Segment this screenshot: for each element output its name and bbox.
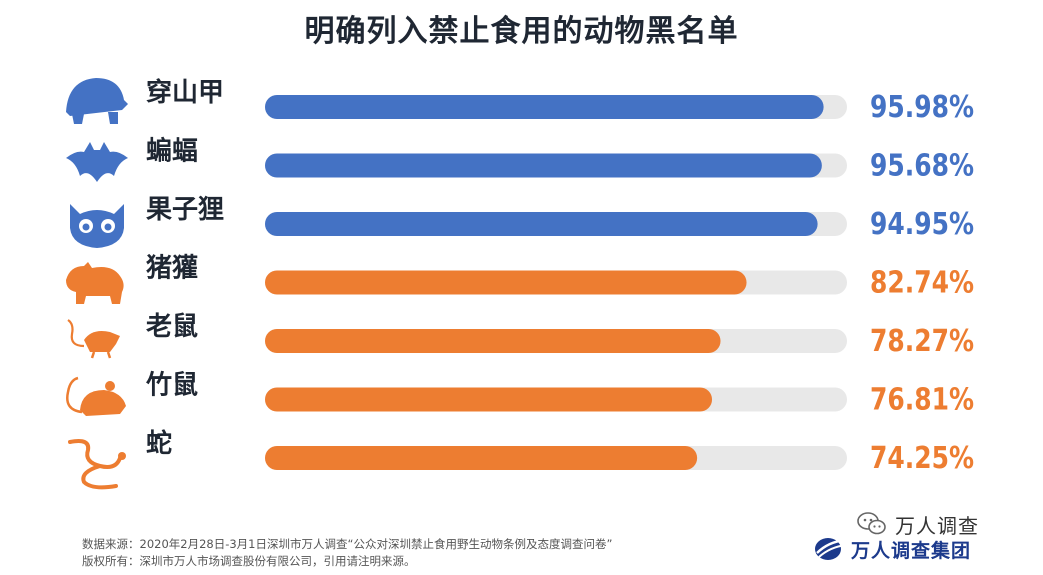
category-label: 竹鼠 <box>145 371 198 401</box>
bar <box>265 270 747 295</box>
wechat-account-name: 万人调查 <box>895 513 979 538</box>
logo-text: 万人调查集团 <box>851 539 972 562</box>
badger-icon <box>66 262 124 304</box>
civet-icon <box>70 204 124 248</box>
value-label: 95.68% <box>870 149 974 184</box>
bat-icon <box>66 142 128 182</box>
bar <box>265 212 818 236</box>
value-label: 74.25% <box>870 441 974 476</box>
brand-logo: 万人调查集团 <box>813 536 971 562</box>
value-label: 82.74% <box>870 266 974 301</box>
value-label: 95.98% <box>870 90 974 125</box>
category-label: 蛇 <box>146 428 172 459</box>
value-label: 78.27% <box>870 324 974 359</box>
bar <box>265 95 824 119</box>
category-label: 果子狸 <box>146 195 224 225</box>
logo-mark-icon <box>815 538 847 560</box>
wechat-icon <box>857 512 886 535</box>
bamboo-rat-icon <box>66 376 126 416</box>
value-label: 76.81% <box>870 383 974 418</box>
copyright-text: 版权所有：深圳市万人市场调查股份有限公司，引用请注明来源。 <box>82 554 416 568</box>
category-label: 老鼠 <box>146 312 198 342</box>
chart-title: 明确列入禁止食用的动物黑名单 <box>304 14 739 49</box>
pangolin-icon <box>66 78 128 124</box>
bar <box>265 387 713 412</box>
category-label: 穿山甲 <box>146 77 224 108</box>
rat-icon <box>67 319 120 359</box>
bar <box>265 446 698 470</box>
value-label: 94.95% <box>870 207 974 242</box>
category-label: 蝙蝠 <box>146 136 198 167</box>
category-label: 猪獾 <box>146 254 198 284</box>
wechat-watermark: 万人调查 <box>857 510 979 538</box>
footer: 数据来源：2020年2月28日-3月1日深圳市万人调查“公众对深圳禁止食用野生动… <box>82 536 612 570</box>
snake-icon <box>68 439 126 490</box>
bar <box>265 329 721 353</box>
data-source-text: 数据来源：2020年2月28日-3月1日深圳市万人调查“公众对深圳禁止食用野生动… <box>82 537 613 551</box>
bar <box>265 153 822 178</box>
